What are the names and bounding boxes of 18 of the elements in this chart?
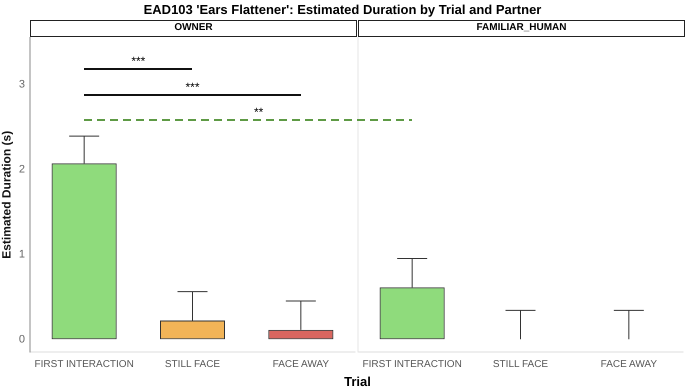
y-axis-title: Estimated Duration (s) [0,131,14,260]
x-tick-label: STILL FACE [492,359,548,370]
annotation: *** [185,80,200,94]
annotation: *** [131,54,146,68]
annotation: ** [254,105,264,119]
x-axis-title: Trial [343,374,372,389]
y-tick-label: 1 [18,248,25,261]
y-tick-label: 3 [18,78,25,91]
y-tick-label: 0 [18,334,25,346]
x-tick-label: FIRST INTERACTION [34,359,134,370]
y-tick-label: 2 [18,164,25,176]
x-tick-label: FACE AWAY [272,359,330,370]
chart-subtitle: FAMILIAR_HUMAN [358,20,685,37]
x-tick-label: STILL FACE [164,359,220,370]
chart-title: EAD103 'Ears Flattener': Estimated Duration by Trial and Partner [142,2,542,17]
x-tick-label: FIRST INTERACTION [362,359,462,370]
x-tick-label: FACE AWAY [600,359,658,370]
chart-subtitle: OWNER [30,20,357,37]
